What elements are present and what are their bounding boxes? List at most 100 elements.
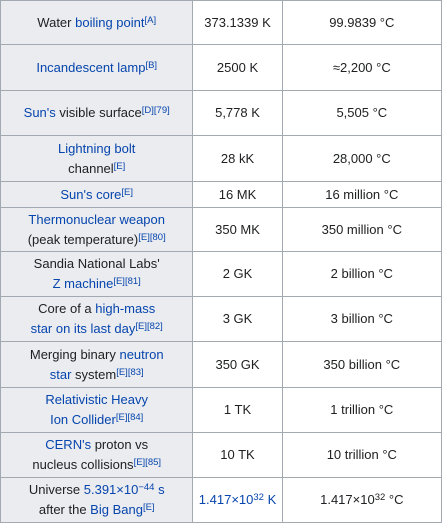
kelvin-cell: 2 GK (192, 251, 283, 297)
reference-link[interactable]: −44 (138, 482, 155, 493)
kelvin-cell: 3 GK (192, 296, 283, 342)
celsius-cell: 350 billion °C (281, 341, 442, 388)
cell-text: system (71, 366, 117, 382)
object-cell: Relativistic Heavy Ion Collider[E][84] (0, 387, 194, 433)
cell-text: visible surface (55, 105, 142, 120)
object-cell: Merging binary neutron star system[E][83] (0, 341, 194, 388)
wiki-link[interactable]: Incandescent lamp (36, 59, 146, 75)
reference-link[interactable]: [E][85] (133, 457, 162, 468)
table-row: Universe 5.391×10−44 s after the Big Bang… (0, 477, 442, 523)
cell-text: (peak temperature) (27, 231, 139, 247)
reference-link[interactable]: [E][82] (135, 321, 163, 332)
reference-link[interactable]: [A] (144, 14, 157, 26)
table-row: Sun's visible surface[D][79] 5,778 K 5,505… (0, 90, 442, 136)
celsius-cell: 350 million °C (281, 207, 442, 252)
object-cell: Sun's core[E] (0, 181, 194, 208)
cell-text: 1.417×10 (320, 492, 375, 507)
wiki-link[interactable]: star on its last day (30, 321, 136, 336)
cell-text: 350 MK (215, 221, 260, 237)
cell-text: 28 kK (220, 150, 255, 166)
wiki-link[interactable]: star (49, 366, 72, 382)
cell-text: 350 GK (215, 356, 260, 372)
cell-text: proton vs (91, 437, 149, 452)
cell-text: 2 billion °C (330, 266, 393, 281)
wiki-link[interactable]: K (263, 492, 277, 507)
table-row: Relativistic Heavy Ion Collider[E][84] 1 T… (0, 387, 442, 433)
cell-text: 10 TK (220, 447, 255, 462)
wiki-link[interactable]: Big Bang (90, 502, 143, 517)
wiki-link[interactable]: Ion Collider (50, 412, 116, 427)
reference-link[interactable]: [E][81] (113, 276, 141, 287)
celsius-cell: 1 trillion °C (281, 387, 442, 433)
cell-text: 1 TK (223, 402, 252, 417)
wiki-link[interactable]: Sun's (23, 105, 56, 120)
wiki-link[interactable]: Relativistic Heavy (45, 392, 148, 407)
table-row: Merging binary neutron star system[E][83]… (0, 341, 442, 388)
cell-text: °C (385, 492, 404, 507)
object-cell: Core of a high-mass star on its last day[… (0, 296, 194, 342)
cell-text: 1 trillion °C (330, 402, 394, 417)
reference-link[interactable]: [E][80] (138, 231, 166, 243)
cell-text: Water (37, 14, 76, 30)
table-row: Incandescent lamp[B] 2500 K ≈2,200 °C (0, 44, 442, 91)
wiki-link[interactable]: 5.391×10 (83, 482, 139, 497)
wiki-link[interactable]: Lightning bolt (58, 140, 136, 156)
celsius-cell: 16 million °C (281, 181, 442, 208)
object-cell: Thermonuclear weapon (peak temperature)[E… (0, 207, 194, 252)
object-cell: Water boiling point[A] (0, 0, 194, 45)
kelvin-cell: 373.1339 K (192, 0, 283, 45)
cell-text: 16 million °C (325, 186, 399, 202)
celsius-cell: 3 billion °C (281, 296, 442, 342)
object-cell: Lightning bolt channel[E] (0, 135, 194, 182)
kelvin-cell: 350 GK (192, 341, 283, 388)
object-cell: Sandia National Labs' Z machine[E][81] (0, 251, 194, 297)
wiki-link[interactable]: CERN's (45, 437, 92, 452)
cell-text: 373.1339 K (204, 14, 271, 30)
cell-text: 2500 K (216, 59, 259, 75)
reference-link[interactable]: [E] (121, 186, 134, 198)
cell-text: Universe (28, 482, 84, 497)
reference-link[interactable]: [E][84] (115, 412, 144, 423)
cell-text: after the (38, 502, 91, 517)
wiki-link[interactable]: boiling point (75, 14, 145, 30)
reference-link[interactable]: [E] (142, 502, 155, 513)
table-row: Thermonuclear weapon (peak temperature)[E… (0, 207, 442, 252)
wiki-link[interactable]: neutron (119, 346, 164, 362)
celsius-cell: 1.417×1032 °C (281, 477, 442, 523)
object-cell: Universe 5.391×10−44 s after the Big Bang… (0, 477, 194, 523)
reference-link[interactable]: [D][79] (141, 105, 170, 116)
celsius-cell: 5,505 °C (281, 90, 442, 136)
kelvin-cell: 2500 K (192, 44, 283, 91)
cell-text: nucleus collisions (32, 457, 134, 472)
cell-text: Core of a (38, 301, 96, 316)
cell-text: 2 GK (222, 266, 253, 281)
kelvin-cell: 16 MK (192, 181, 283, 208)
object-cell: Incandescent lamp[B] (0, 44, 194, 91)
object-cell: Sun's visible surface[D][79] (0, 90, 194, 136)
wiki-link[interactable]: s (154, 482, 165, 497)
reference-link[interactable]: [E] (113, 160, 126, 172)
celsius-cell: 99.9839 °C (281, 0, 442, 45)
table-row: CERN's proton vs nucleus collisions[E][85… (0, 432, 442, 478)
cell-text: 3 GK (222, 311, 253, 326)
reference-link[interactable]: [B] (145, 59, 158, 71)
cell-text: channel (68, 160, 114, 176)
cell-text: 99.9839 °C (329, 14, 395, 30)
kelvin-cell: 350 MK (192, 207, 283, 252)
reference-link[interactable]: [E][83] (116, 366, 144, 378)
wiki-link[interactable]: 1.417×10 (198, 492, 254, 507)
reference-link[interactable]: 32 (253, 492, 264, 503)
cell-text: 28,000 °C (332, 150, 391, 166)
wiki-link[interactable]: Z machine (52, 276, 114, 291)
celsius-cell: ≈2,200 °C (281, 44, 442, 91)
table-row: Sun's core[E] 16 MK 16 million °C (0, 181, 442, 208)
cell-text: 10 trillion °C (326, 447, 397, 462)
kelvin-cell: 5,778 K (192, 90, 283, 136)
table-row: Lightning bolt channel[E] 28 kK 28,000 °C (0, 135, 442, 182)
wiki-link[interactable]: high-mass (95, 301, 156, 316)
celsius-cell: 28,000 °C (281, 135, 442, 182)
wiki-link[interactable]: Thermonuclear weapon (28, 211, 165, 227)
wiki-link[interactable]: Sun's core (60, 186, 122, 202)
